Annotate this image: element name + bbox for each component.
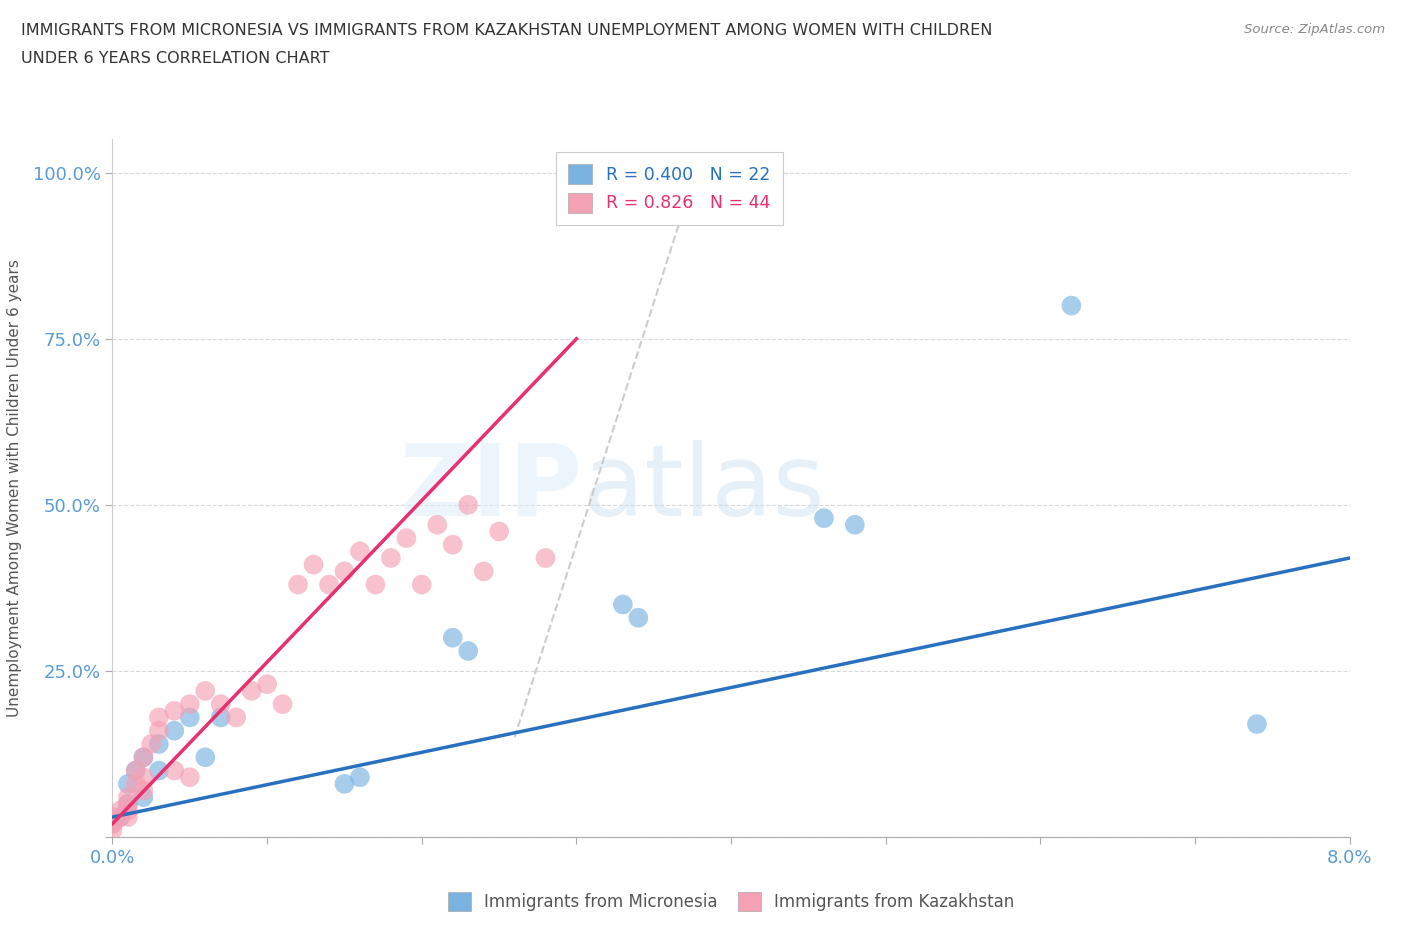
Point bbox=[132, 750, 155, 764]
Point bbox=[612, 597, 634, 612]
Point bbox=[225, 710, 247, 724]
Point bbox=[117, 810, 139, 825]
Point bbox=[148, 724, 170, 738]
Point bbox=[349, 770, 371, 785]
Point bbox=[124, 777, 148, 791]
Point bbox=[318, 578, 340, 592]
Point bbox=[117, 796, 139, 811]
Point bbox=[148, 737, 170, 751]
Text: UNDER 6 YEARS CORRELATION CHART: UNDER 6 YEARS CORRELATION CHART bbox=[21, 51, 329, 66]
Point bbox=[256, 677, 278, 692]
Point bbox=[534, 551, 557, 565]
Point bbox=[457, 498, 479, 512]
Point bbox=[302, 557, 325, 572]
Point bbox=[179, 770, 201, 785]
Point bbox=[441, 538, 464, 552]
Legend: Immigrants from Micronesia, Immigrants from Kazakhstan: Immigrants from Micronesia, Immigrants f… bbox=[439, 884, 1024, 920]
Point bbox=[163, 764, 186, 778]
Point bbox=[148, 764, 170, 778]
Point bbox=[194, 684, 217, 698]
Point bbox=[287, 578, 309, 592]
Point bbox=[395, 531, 418, 546]
Point bbox=[333, 564, 356, 578]
Point bbox=[488, 524, 510, 538]
Point bbox=[163, 703, 186, 718]
Point bbox=[110, 803, 132, 817]
Point bbox=[110, 810, 132, 825]
Point bbox=[132, 783, 155, 798]
Point bbox=[333, 777, 356, 791]
Point bbox=[364, 578, 387, 592]
Text: Source: ZipAtlas.com: Source: ZipAtlas.com bbox=[1244, 23, 1385, 36]
Point bbox=[844, 517, 866, 532]
Text: ZIP: ZIP bbox=[399, 440, 582, 537]
Point bbox=[813, 511, 835, 525]
Point bbox=[426, 517, 449, 532]
Point bbox=[1060, 299, 1083, 313]
Point bbox=[132, 750, 155, 764]
Point bbox=[101, 817, 124, 831]
Point bbox=[117, 777, 139, 791]
Point bbox=[124, 764, 148, 778]
Point bbox=[380, 551, 402, 565]
Point bbox=[565, 166, 588, 180]
Point bbox=[110, 810, 132, 825]
Point bbox=[124, 764, 148, 778]
Point bbox=[457, 644, 479, 658]
Point bbox=[349, 544, 371, 559]
Point bbox=[101, 810, 124, 825]
Point bbox=[141, 737, 163, 751]
Text: atlas: atlas bbox=[582, 440, 824, 537]
Point bbox=[209, 697, 232, 711]
Point bbox=[472, 564, 495, 578]
Point bbox=[194, 750, 217, 764]
Point bbox=[101, 823, 124, 838]
Point bbox=[1246, 717, 1268, 732]
Point bbox=[101, 817, 124, 831]
Text: IMMIGRANTS FROM MICRONESIA VS IMMIGRANTS FROM KAZAKHSTAN UNEMPLOYMENT AMONG WOME: IMMIGRANTS FROM MICRONESIA VS IMMIGRANTS… bbox=[21, 23, 993, 38]
Point bbox=[117, 796, 139, 811]
Point bbox=[163, 724, 186, 738]
Point bbox=[148, 710, 170, 724]
Point bbox=[209, 710, 232, 724]
Point bbox=[441, 631, 464, 645]
Point bbox=[179, 697, 201, 711]
Point bbox=[411, 578, 433, 592]
Point bbox=[132, 770, 155, 785]
Point bbox=[179, 710, 201, 724]
Point bbox=[271, 697, 294, 711]
Point bbox=[627, 610, 650, 625]
Y-axis label: Unemployment Among Women with Children Under 6 years: Unemployment Among Women with Children U… bbox=[7, 259, 21, 717]
Point bbox=[117, 803, 139, 817]
Point bbox=[240, 684, 263, 698]
Point bbox=[132, 790, 155, 804]
Point bbox=[117, 790, 139, 804]
